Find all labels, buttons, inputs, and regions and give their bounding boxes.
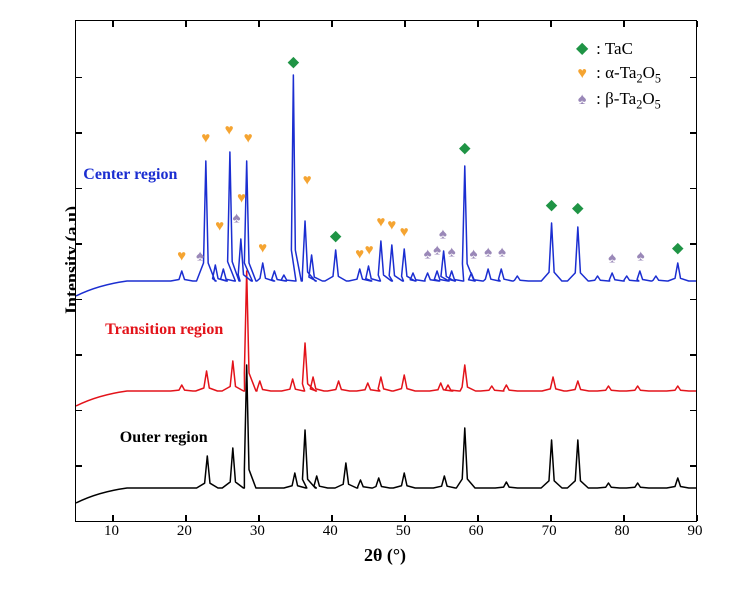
y-tick: [690, 188, 696, 190]
diamond-marker: ◆: [572, 202, 584, 217]
heart-marker: ♥: [376, 216, 385, 231]
heart-marker: ♥: [355, 248, 364, 263]
spade-marker: ♠: [608, 252, 616, 267]
series-label: Center region: [83, 166, 177, 184]
y-tick: [76, 132, 82, 134]
legend-label: : TaC: [596, 37, 633, 61]
y-tick: [690, 77, 696, 79]
y-tick: [76, 299, 82, 301]
y-tick: [76, 410, 82, 412]
heart-marker: ♥: [177, 250, 186, 265]
y-tick: [76, 77, 82, 79]
x-tick: [185, 21, 187, 27]
legend-label: : β-Ta2O5: [596, 87, 661, 114]
legend: ◆: TaC♥: α-Ta2O5♠: β-Ta2O5: [572, 37, 661, 114]
x-tick: [404, 21, 406, 27]
x-tick-label: 90: [688, 523, 703, 540]
x-tick: [550, 515, 552, 521]
x-tick: [696, 515, 698, 521]
x-tick: [696, 21, 698, 27]
x-tick: [550, 21, 552, 27]
spade-marker: ♠: [470, 248, 478, 263]
heart-marker: ♥: [237, 192, 246, 207]
plot-area: ◆: TaC♥: α-Ta2O5♠: β-Ta2O5 Outer regionT…: [75, 20, 697, 522]
x-axis-label: 2θ (°): [75, 545, 695, 566]
heart-marker: ♥: [225, 124, 234, 139]
x-tick: [112, 515, 114, 521]
diamond-marker: ◆: [546, 199, 558, 214]
heart-marker: ♥: [258, 242, 267, 257]
diamond-marker: ◆: [459, 142, 471, 157]
heart-marker: ♥: [244, 132, 253, 147]
x-tick-label: 20: [177, 523, 192, 540]
x-tick-label: 40: [323, 523, 338, 540]
x-tick-label: 70: [542, 523, 557, 540]
series-label: Transition region: [105, 321, 223, 339]
x-tick: [331, 515, 333, 521]
y-tick: [690, 243, 696, 245]
x-tick: [404, 515, 406, 521]
diamond-icon: ◆: [572, 38, 592, 60]
heart-marker: ♥: [215, 220, 224, 235]
x-tick-label: 80: [615, 523, 630, 540]
x-tick-label: 10: [104, 523, 119, 540]
x-tick: [477, 21, 479, 27]
y-tick: [690, 299, 696, 301]
x-tick: [477, 515, 479, 521]
xrd-chart: Intensity (a.u) ◆: TaC♥: α-Ta2O5♠: β-Ta2…: [0, 0, 744, 591]
y-tick: [76, 354, 82, 356]
x-tick-label: 60: [469, 523, 484, 540]
legend-label: : α-Ta2O5: [596, 61, 661, 88]
legend-item: ♠: β-Ta2O5: [572, 87, 661, 114]
y-tick: [76, 188, 82, 190]
diamond-marker: ◆: [672, 242, 684, 257]
heart-icon: ♥: [572, 63, 592, 85]
heart-marker: ♥: [387, 219, 396, 234]
x-tick: [112, 21, 114, 27]
heart-marker: ♥: [400, 226, 409, 241]
y-tick: [76, 243, 82, 245]
x-tick: [185, 515, 187, 521]
spade-marker: ♠: [637, 250, 645, 265]
y-tick: [690, 465, 696, 467]
spade-marker: ♠: [484, 246, 492, 261]
spade-marker: ♠: [196, 250, 204, 265]
y-tick: [690, 410, 696, 412]
heart-marker: ♥: [201, 132, 210, 147]
diamond-marker: ◆: [330, 230, 342, 245]
x-tick: [623, 21, 625, 27]
spade-marker: ♠: [424, 248, 432, 263]
heart-marker: ♥: [303, 174, 312, 189]
spade-marker: ♠: [439, 228, 447, 243]
heart-marker: ♥: [365, 244, 374, 259]
legend-item: ◆: TaC: [572, 37, 661, 61]
x-tick-label: 30: [250, 523, 265, 540]
spade-marker: ♠: [433, 244, 441, 259]
y-tick: [690, 354, 696, 356]
spade-icon: ♠: [572, 89, 592, 111]
diamond-marker: ◆: [288, 56, 300, 71]
spade-marker: ♠: [448, 246, 456, 261]
spade-marker: ♠: [232, 212, 240, 227]
y-tick: [76, 465, 82, 467]
x-tick-label: 50: [396, 523, 411, 540]
x-tick: [258, 21, 260, 27]
x-tick: [258, 515, 260, 521]
x-tick: [623, 515, 625, 521]
spade-marker: ♠: [498, 246, 506, 261]
y-tick: [690, 132, 696, 134]
x-tick: [331, 21, 333, 27]
legend-item: ♥: α-Ta2O5: [572, 61, 661, 88]
series-label: Outer region: [120, 429, 208, 447]
